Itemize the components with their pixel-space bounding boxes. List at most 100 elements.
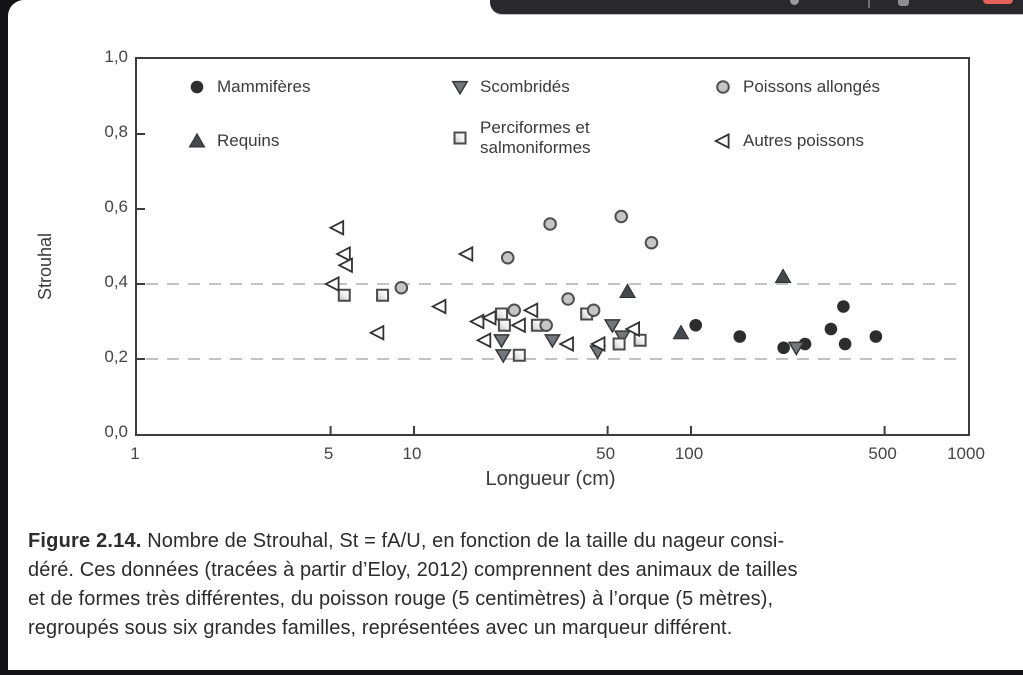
- data-point-square_open: [376, 288, 390, 302]
- data-point-circle_gray: [614, 209, 629, 224]
- data-point-triangle_left: [457, 245, 474, 263]
- data-point-triangle_up: [619, 283, 636, 298]
- data-point-triangle_left: [475, 332, 492, 349]
- caption-line: Figure 2.14. Nombre de Strouhal, St = fA…: [28, 530, 785, 552]
- data-point-triangle_down: [451, 80, 469, 96]
- data-point-triangle_down: [494, 349, 512, 364]
- requins-marker-icon: [188, 132, 206, 148]
- data-point-triangle_down: [493, 334, 511, 349]
- data-point-triangle_left: [624, 320, 640, 338]
- data-point-triangle_up: [188, 132, 206, 148]
- poissons-allonges-marker-icon: [716, 80, 730, 94]
- data-point-circle_filled: [733, 330, 747, 343]
- data-point-circle_filled: [777, 341, 790, 355]
- data-point-square_open: [495, 307, 509, 321]
- caption-line: déré. Ces données (tracées à partir d’El…: [28, 559, 798, 581]
- data-point-triangle_left: [714, 132, 730, 150]
- legend-item-requins: Requins: [188, 131, 279, 151]
- data-point-square_open: [497, 318, 511, 332]
- record-pill-icon[interactable]: [983, 0, 1013, 4]
- data-point-triangle_left: [522, 302, 539, 319]
- perciformes-marker-icon: [453, 131, 467, 145]
- figure-number: Figure 2.14.: [28, 530, 142, 552]
- scombrides-marker-icon: [451, 80, 469, 96]
- data-point-triangle_left: [510, 317, 526, 334]
- data-point-circle_filled: [689, 318, 703, 332]
- data-point-circle_gray: [507, 303, 521, 318]
- plot-canvas: [137, 133, 960, 434]
- data-point-circle_gray: [539, 318, 553, 333]
- x-tick-label: 500: [868, 444, 897, 463]
- y-tick-label: 0,4: [104, 272, 128, 291]
- toolbar-dot-icon[interactable]: [790, 0, 799, 5]
- autres-poissons-marker-icon: [714, 132, 730, 150]
- legend-label: Poissons allongés: [743, 77, 881, 96]
- data-point-triangle_left: [558, 335, 574, 353]
- toolbar-window-icon[interactable]: [898, 0, 909, 6]
- y-tick-label: 1,0: [104, 47, 128, 66]
- x-tick-label: 1: [130, 444, 140, 463]
- data-point-circle_gray: [543, 217, 557, 231]
- data-point-triangle_up: [672, 324, 690, 340]
- data-point-square_open: [512, 348, 526, 362]
- legend-item-perciformes: Perciformes et salmoniformes: [451, 118, 591, 158]
- data-point-triangle_left: [468, 313, 485, 330]
- data-point-square_open: [612, 337, 626, 351]
- data-point-triangle_left: [328, 219, 345, 236]
- x-tick-label: 50: [596, 444, 616, 463]
- document-page: [8, 0, 1023, 670]
- data-point-triangle_left: [335, 245, 351, 263]
- data-point-triangle_left: [337, 257, 353, 274]
- data-point-circle_filled: [838, 337, 852, 351]
- caption-line: et de formes très différentes, du poisso…: [28, 588, 774, 610]
- data-point-circle_filled: [869, 330, 883, 343]
- legend-item-poissons-allonges: Poissons allongés: [714, 77, 880, 97]
- data-point-circle_gray: [716, 80, 730, 94]
- app-toolbar: [490, 0, 1023, 14]
- data-point-triangle_down: [543, 334, 561, 349]
- legend-label: Autres poissons: [743, 131, 864, 150]
- data-point-triangle_down: [787, 341, 805, 357]
- data-point-circle_filled: [837, 300, 850, 313]
- mammiferes-marker-icon: [190, 80, 204, 94]
- data-point-square_open: [453, 131, 467, 145]
- legend-label: Requins: [217, 131, 280, 150]
- data-point-triangle_left: [480, 309, 497, 326]
- legend-label: Perciformes et salmoniformes: [480, 118, 591, 157]
- data-point-circle_filled: [824, 322, 838, 336]
- data-point-circle_gray: [644, 235, 659, 250]
- caption-line: regroupés sous six grandes familles, rep…: [28, 617, 733, 639]
- y-tick-label: 0,0: [104, 422, 128, 441]
- figure-caption: Figure 2.14. Nombre de Strouhal, St = fA…: [28, 527, 998, 643]
- data-point-square_open: [633, 333, 647, 347]
- data-point-circle_gray: [561, 292, 575, 306]
- data-point-triangle_left: [323, 275, 340, 293]
- y-tick-label: 0,8: [104, 122, 128, 141]
- data-point-triangle_down: [603, 319, 621, 334]
- x-tick-label: 5: [323, 444, 334, 463]
- legend-label: Mammifères: [217, 77, 311, 96]
- data-point-square_open: [337, 288, 351, 302]
- legend-item-autres-poissons: Autres poissons: [714, 131, 864, 151]
- data-point-triangle_left: [368, 324, 385, 341]
- data-point-triangle_up: [774, 268, 792, 283]
- y-tick-label: 0,6: [104, 197, 128, 216]
- data-point-circle_gray: [586, 303, 601, 318]
- data-point-circle_filled: [798, 337, 812, 351]
- x-tick-label: 100: [674, 444, 704, 463]
- legend-item-scombrides: Scombridés: [451, 77, 570, 97]
- x-axis-title: Longueur (cm): [485, 468, 616, 490]
- x-tick-label: 1000: [947, 444, 985, 463]
- x-tick-label: 10: [402, 444, 422, 463]
- y-tick-label: 0,2: [104, 347, 128, 366]
- data-point-triangle_left: [589, 335, 606, 353]
- data-point-circle_filled: [190, 80, 204, 94]
- legend-label: Scombridés: [480, 77, 570, 96]
- data-point-triangle_down: [613, 330, 631, 345]
- data-point-circle_gray: [500, 250, 515, 265]
- data-point-triangle_left: [430, 298, 447, 315]
- toolbar-separator: [868, 0, 870, 8]
- legend-item-mammiferes: Mammifères: [188, 77, 311, 97]
- data-point-circle_gray: [394, 280, 409, 295]
